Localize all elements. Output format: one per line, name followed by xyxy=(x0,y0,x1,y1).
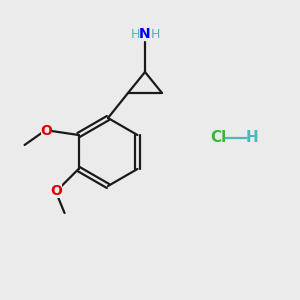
Text: H: H xyxy=(150,28,160,40)
Text: N: N xyxy=(139,27,151,41)
Text: H: H xyxy=(130,28,140,40)
Text: O: O xyxy=(40,124,52,138)
Text: Cl: Cl xyxy=(210,130,226,146)
Text: H: H xyxy=(246,130,258,146)
Text: O: O xyxy=(51,184,62,198)
